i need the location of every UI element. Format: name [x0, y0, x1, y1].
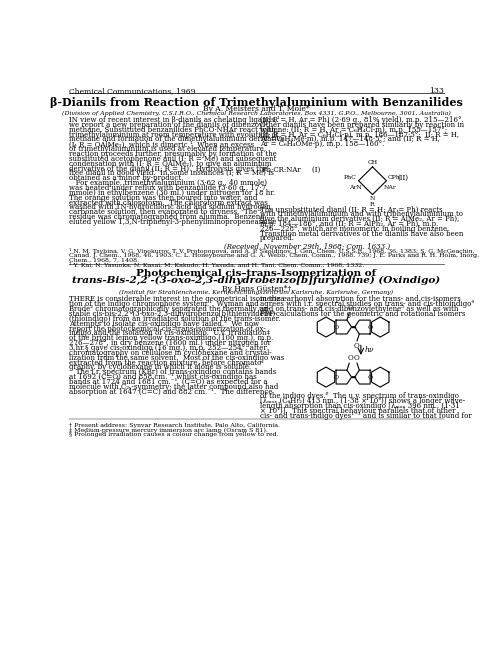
Text: eluted yellow 1,3,N-triphenyl-3-phenyliminopropeneamine: eluted yellow 1,3,N-triphenyl-3-phenylim… [68, 218, 276, 226]
Text: Canad. J. Chem., 1968, 46, 1903; C. L. Honeybourne and G. A. Webb, Chem. Comm., : Canad. J. Chem., 1968, 46, 1903; C. L. H… [68, 253, 479, 258]
Text: extracted from the reaction mixture, before chromato-: extracted from the reaction mixture, bef… [68, 359, 264, 366]
Text: (Institut für Strahlenchemie, Kernforschungszentrum Karlsruhe, Karlsruhe, German: (Institut für Strahlenchemie, Kernforsch… [119, 290, 394, 296]
Text: ArN: ArN [349, 185, 362, 190]
Text: Other dianils have been prepared similarly by reaction in: Other dianils have been prepared similar… [260, 121, 464, 129]
Text: chromatography on cellulose in cyclohexane and crystal-: chromatography on cellulose in cyclohexa… [68, 349, 272, 357]
Text: molecule with C₂ᵥ-symmetry; the latter compound also had: molecule with C₂ᵥ-symmetry; the latter c… [68, 383, 278, 391]
Text: 276—278°, in dry benzene (1600 ml.) under nitrogen for: 276—278°, in dry benzene (1600 ml.) unde… [68, 339, 270, 347]
Text: at 1692 (C=O) and 858 cm.⁻¹ whilst cis-oxindigo has: at 1692 (C=O) and 858 cm.⁻¹ whilst cis-o… [68, 373, 256, 381]
Text: absorption at 1647 (C=C) and 882 cm.⁻¹.  The difference: absorption at 1647 (C=C) and 882 cm.⁻¹. … [68, 388, 272, 396]
Text: PPP-calculations for the geometric and rotational isomers: PPP-calculations for the geometric and r… [260, 310, 466, 318]
Text: β-Dianils from Reaction of Trimethylaluminium with Benzanilides: β-Dianils from Reaction of Trimethylalum… [50, 97, 463, 108]
Text: Chemical Communications, 1969: Chemical Communications, 1969 [68, 87, 195, 95]
Text: R: R [370, 202, 375, 206]
Text: The orange solution was then poured into water, and: The orange solution was then poured into… [68, 194, 257, 202]
Text: residue was chromatographed from alumina.  Benzene: residue was chromatographed from alumina… [68, 213, 264, 221]
Text: give the aluminium derivatives (II; R = AlMe₂, Ar = Ph),: give the aluminium derivatives (II; R = … [260, 215, 460, 223]
Text: O: O [334, 325, 338, 329]
Text: bands at 1724 and 1681 cm.⁻¹  (C=O) as expected for a: bands at 1724 and 1681 cm.⁻¹ (C=O) as ex… [68, 378, 268, 386]
Text: Brode² chromatographically separated the thermally un-: Brode² chromatographically separated the… [68, 305, 270, 313]
Text: in the carbonyl absorption for the trans- and cis-isomers: in the carbonyl absorption for the trans… [260, 296, 461, 304]
Text: N: N [370, 196, 375, 201]
Text: of the bright lemon yellow trans-oxindigo (100 mg.), m.p.: of the bright lemon yellow trans-oxindig… [68, 334, 273, 342]
Text: CPh: CPh [388, 175, 401, 180]
Text: PhC: PhC [344, 175, 357, 180]
Text: THERE is considerable interest in the geometrical isomeriza-: THERE is considerable interest in the ge… [68, 296, 286, 304]
Text: Transition metal derivatives of the dianils have also been: Transition metal derivatives of the dian… [260, 230, 464, 238]
Text: methane and formation of the dimethylaluminium derivative: methane and formation of the dimethylalu… [68, 136, 284, 143]
Text: cis- and trans-indigo dyes¹⁻³ and is similar to that found for: cis- and trans-indigo dyes¹⁻³ and is sim… [260, 412, 472, 420]
Text: we report a new preparation of the dianils of dibenzoyl-: we report a new preparation of the diani… [68, 121, 267, 129]
Text: stable cis-bis-2,2′-(3-oxo-2,3-dihydrobenzo[b]thienylidene): stable cis-bis-2,2′-(3-oxo-2,3-dihydrobe… [68, 310, 275, 318]
Text: (Division of Applied Chemistry, C.S.I.R.O., Chemical Research Laboratories, Box : (Division of Applied Chemistry, C.S.I.R.… [62, 111, 450, 116]
Text: For example, trimethylaluminium (3·62 g., 40 mmole): For example, trimethylaluminium (3·62 g.… [68, 179, 266, 187]
Text: hν: hν [365, 346, 374, 354]
Text: Chem., 1968, 7, 1408.: Chem., 1968, 7, 1408. [68, 257, 139, 263]
Text: § Prolonged irradiation causes a colour change from yellow to red.: § Prolonged irradiation causes a colour … [68, 432, 278, 437]
Text: ‡ Medium-pressure mercury immersion arc lamp (Osram S 81).: ‡ Medium-pressure mercury immersion arc … [68, 428, 268, 433]
Text: 3 hr.§ gave cis-oxindigo (16 mg.), m.p. 252—254°, after: 3 hr.§ gave cis-oxindigo (16 mg.), m.p. … [68, 344, 266, 352]
Text: O: O [354, 343, 359, 350]
Text: Attempts to isolate cis-oxindigo have failed.³  We now: Attempts to isolate cis-oxindigo have fa… [68, 320, 259, 328]
Text: graphy, by cyclohexane in which it alone is soluble.: graphy, by cyclohexane in which it alone… [68, 364, 251, 372]
Text: O: O [368, 325, 372, 329]
Text: NAr: NAr [384, 185, 396, 190]
Text: Ph·CR:NAr     (I): Ph·CR:NAr (I) [262, 165, 320, 173]
Text: tion of the indigo chromophore system.¹  Wyman and: tion of the indigo chromophore system.¹ … [68, 300, 258, 308]
Text: reaction proceeds further, presumably by formation of the: reaction proceeds further, presumably by… [68, 150, 276, 158]
Text: 226—228°, which are monomeric in boiling benzene.: 226—228°, which are monomeric in boiling… [260, 224, 450, 233]
Text: (II): (II) [398, 173, 408, 181]
Text: IN view of recent interest in β-dianils as chelating ligands,¹: IN view of recent interest in β-dianils … [68, 116, 280, 124]
Text: O: O [334, 374, 338, 380]
Text: (thioindigo) from an irradiated solution of the trans-isomer.: (thioindigo) from an irradiated solution… [68, 315, 280, 323]
Text: 133: 133 [429, 87, 444, 95]
Text: indigo and the isolation of cis-oxindigo.  U.v. irradiation‡: indigo and the isolation of cis-oxindigo… [68, 329, 270, 337]
Text: Photochemical cis–trans-Isomerization of: Photochemical cis–trans-Isomerization of [136, 269, 376, 278]
Text: report the photochemical cis–trans-isomerization of ox-: report the photochemical cis–trans-isome… [68, 325, 266, 333]
Text: agrees with i.r. spectral studies on trans- and cis-thioindigo⁴: agrees with i.r. spectral studies on tra… [260, 300, 474, 308]
Text: The i.r. spectrum (KBr) of trans-oxindigo contains bands: The i.r. spectrum (KBr) of trans-oxindig… [68, 368, 276, 376]
Text: and on trans- and cis-dibenzoylethylene⁵ as well as with: and on trans- and cis-dibenzoylethylene⁵… [260, 305, 458, 313]
Text: O: O [347, 304, 353, 312]
Text: O: O [368, 374, 372, 380]
Text: (II; R = H, Ar = C₆H₄Cl-p), m.p. 186—187·5°;  II; R = H,: (II; R = H, Ar = C₆H₄Cl-p), m.p. 186—187… [260, 130, 459, 138]
Text: washed with 1N-hydrochloric acid and sodium hydrogen: washed with 1N-hydrochloric acid and sod… [68, 204, 270, 212]
Text: prepared.: prepared. [260, 235, 295, 243]
Text: [λₘₐₓ (C₆H₁₂) 413 nm., (1·38 × 10⁴)] shows a longer wave-: [λₘₐₓ (C₆H₁₂) 413 nm., (1·38 × 10⁴)] sho… [260, 397, 465, 405]
Text: free dianil in good yield.  In some instances (I; R = Me) is: free dianil in good yield. In some insta… [68, 169, 274, 177]
Text: was heated under reflux with benzanilide (3·60 g., 17·7: was heated under reflux with benzanilide… [68, 184, 266, 192]
Text: obtained as a minor by-product.: obtained as a minor by-product. [68, 174, 183, 182]
Text: By A. Meisters and T. Mole*: By A. Meisters and T. Mole* [203, 106, 310, 114]
Text: trimethylaluminium at room temperature with evolution of: trimethylaluminium at room temperature w… [68, 130, 278, 138]
Text: m.p. 184—186°, and (II; R = AlPh₂, Ar = Ph), m.p.: m.p. 184—186°, and (II; R = AlPh₂, Ar = … [260, 220, 438, 228]
Text: (Received, November 29th, 1968; Com. 1633.): (Received, November 29th, 1968; Com. 163… [224, 243, 390, 251]
Text: Ar =C₆H₄Me-m), m.p. 147—148·5°; and (II; R = H,: Ar =C₆H₄Me-m), m.p. 147—148·5°; and (II;… [260, 136, 440, 143]
Text: ² Y. Kai, N. Yasuoka, N. Kasai, M. Kakudo, H. Yasuda, and H. Tani, Chem. Comm., : ² Y. Kai, N. Yasuoka, N. Kasai, M. Kakud… [68, 262, 364, 267]
Text: O: O [354, 353, 359, 362]
Text: By Hans Güsten*†: By Hans Güsten*† [222, 285, 291, 293]
Text: derivative of the dianil (II; R = H).  Hydrolysis gives the: derivative of the dianil (II; R = H). Hy… [68, 165, 267, 173]
Text: trans-Bis-2,2′-(3-oxo-2,3-dihydrobenzo[b]furylidine) (Oxindigo): trans-Bis-2,2′-(3-oxo-2,3-dihydrobenzo[b… [72, 276, 440, 286]
Text: The unsubstituted dianil (II; R = H; Ar = Ph) reacts: The unsubstituted dianil (II; R = H; Ar … [260, 206, 443, 214]
Text: substituted acetophenone anil (I; R = Me) and subsequent: substituted acetophenone anil (I; R = Me… [68, 155, 276, 163]
Text: Ar = C₆H₄OMe-p), m.p. 158—160°.: Ar = C₆H₄OMe-p), m.p. 158—160°. [260, 140, 384, 149]
Text: toluene: (II; R = H, Ar = C₆H₄Cl-m), m.p. 155—157°;: toluene: (II; R = H, Ar = C₆H₄Cl-m), m.p… [260, 126, 448, 134]
Text: lization from the same solvent.  Most of the cis-oxindigo was: lization from the same solvent. Most of … [68, 353, 284, 362]
Text: length absorption than cis-oxindigo [λₘₐₓ 396 nm., (1·31: length absorption than cis-oxindigo [λₘₐ… [260, 402, 460, 410]
Text: mmole) in ethylbenzene (30 ml.) under nitrogen for 18 hr.: mmole) in ethylbenzene (30 ml.) under ni… [68, 189, 275, 197]
Text: condensation with (I; R = OAlMe₂), to give an aluminium: condensation with (I; R = OAlMe₂), to gi… [68, 160, 271, 168]
Text: with trimethylaluminium and with triphenylaluminium to: with trimethylaluminium and with triphen… [260, 210, 463, 218]
Text: methane. Substituted benzanilides PhCO·NHAr react with: methane. Substituted benzanilides PhCO·N… [68, 126, 276, 134]
Text: of the indigo dyes.⁶  The u.v. spectrum of trans-oxindigo: of the indigo dyes.⁶ The u.v. spectrum o… [260, 392, 459, 401]
Text: (II; R = H, Ar = Ph) (2·69 g., 81% yield), m.p. 215—216°.: (II; R = H, Ar = Ph) (2·69 g., 81% yield… [260, 116, 464, 124]
Text: O: O [347, 353, 353, 362]
Text: (I; R = OAlMe₂), which is dimeric.¹  When an excess: (I; R = OAlMe₂), which is dimeric.¹ When… [68, 140, 254, 149]
Text: extracted with chloroform.  The chloroform extract was: extracted with chloroform. The chlorofor… [68, 198, 268, 206]
Text: of trimethylaluminium is used at elevated temperature,: of trimethylaluminium is used at elevate… [68, 145, 266, 153]
Text: CH: CH [368, 161, 378, 165]
Text: † Present address: Synvar Research Institute, Palo Alto, California.: † Present address: Synvar Research Insti… [68, 423, 280, 428]
Text: ¹ N. M. Tsybina, V. G. Vinokurov, T. V. Protopopova, and A. P. Skoldinov, J. Gen: ¹ N. M. Tsybina, V. G. Vinokurov, T. V. … [68, 249, 474, 255]
Text: carbonate solution, then evaporated to dryness.  The: carbonate solution, then evaporated to d… [68, 208, 257, 216]
Text: × 10⁴)].  This spectral behaviour parallels that of other: × 10⁴)]. This spectral behaviour paralle… [260, 407, 456, 415]
